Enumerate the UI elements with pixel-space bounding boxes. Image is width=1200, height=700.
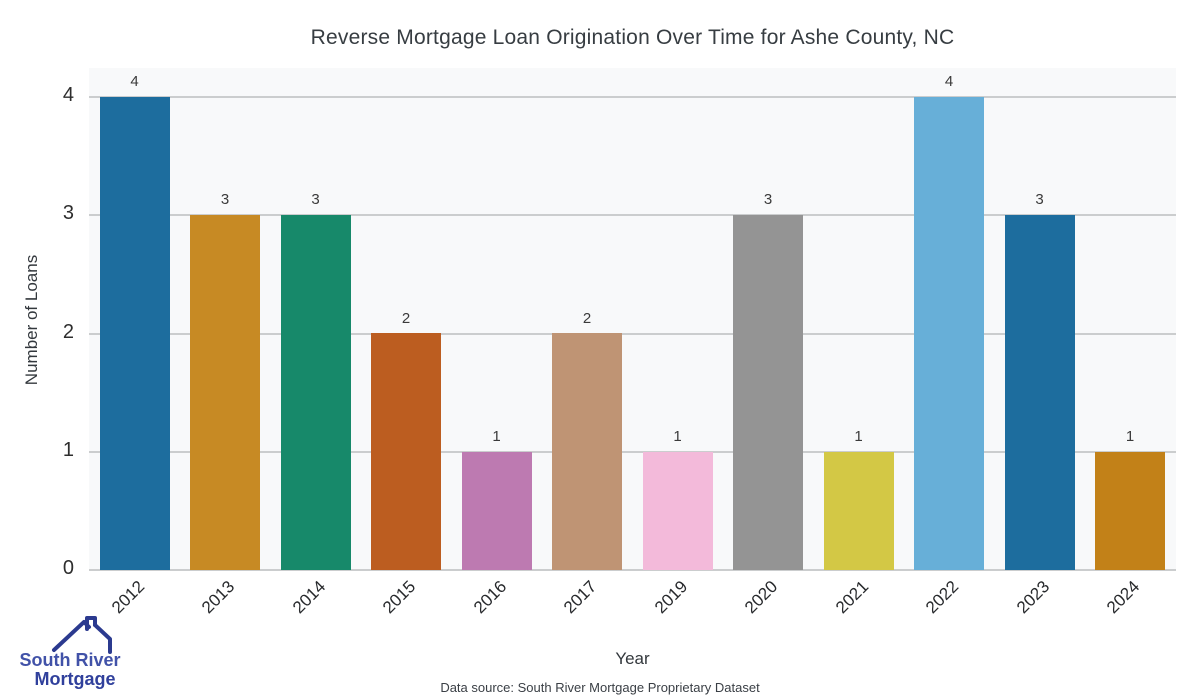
bar-2014 bbox=[280, 215, 351, 570]
bar-2021 bbox=[823, 452, 894, 570]
bar-value-label-2012: 4 bbox=[130, 73, 139, 90]
house-roof-icon: South River Mortgage bbox=[19, 616, 121, 689]
y-tick-label-2: 2 bbox=[62, 320, 74, 343]
bar-2023 bbox=[1004, 215, 1075, 570]
bar-2013 bbox=[190, 215, 260, 570]
bar-value-label-2022: 4 bbox=[944, 73, 954, 90]
data-source-note: Data source: South River Mortgage Propri… bbox=[440, 680, 760, 695]
gridline-y1 bbox=[89, 450, 1176, 453]
chart-title: Reverse Mortgage Loan Origination Over T… bbox=[310, 26, 955, 49]
y-tick-label-3: 3 bbox=[62, 202, 74, 225]
bar-2019 bbox=[642, 452, 713, 570]
plot-area: 4 3 3 2 1 2 1 3 1 4 3 1 bbox=[89, 68, 1176, 571]
gridline-y4 bbox=[89, 96, 1176, 98]
bar-value-label-2021: 1 bbox=[854, 427, 863, 445]
bar-2012 bbox=[99, 97, 170, 570]
logo-text-line1: South River bbox=[19, 650, 120, 670]
bar-value-label-2016: 1 bbox=[492, 427, 501, 445]
y-tick-label-1: 1 bbox=[62, 438, 74, 461]
bar-2016 bbox=[461, 452, 532, 570]
bar-2024 bbox=[1095, 452, 1165, 570]
y-tick-label-0: 0 bbox=[62, 557, 74, 579]
bar-value-label-2024: 1 bbox=[1125, 427, 1135, 445]
bar-value-label-2014: 3 bbox=[311, 191, 320, 209]
bar-value-label-2023: 3 bbox=[1035, 191, 1044, 209]
x-tick-label-2024: 2024 bbox=[1103, 577, 1144, 618]
gridline-y2 bbox=[89, 332, 1176, 335]
south-river-mortgage-logo: South River Mortgage bbox=[12, 614, 128, 696]
bar-2020 bbox=[733, 215, 803, 570]
y-tick-label-4: 4 bbox=[62, 84, 74, 106]
gridline-y3 bbox=[89, 214, 1176, 217]
bar-value-label-2020: 3 bbox=[763, 191, 773, 209]
logo-text-line2: Mortgage bbox=[35, 669, 116, 689]
bar-value-label-2019: 1 bbox=[673, 427, 682, 445]
bar-2022 bbox=[914, 97, 984, 570]
gridline-y0 bbox=[89, 569, 1176, 571]
bar-value-label-2013: 3 bbox=[220, 191, 230, 209]
bar-value-label-2015: 2 bbox=[401, 309, 411, 327]
x-axis-label: Year bbox=[615, 649, 650, 668]
bar-2015 bbox=[371, 333, 441, 570]
x-tick-2024: 2024 bbox=[1024, 577, 1143, 617]
bar-value-label-2017: 2 bbox=[582, 309, 592, 327]
bar-2017 bbox=[552, 333, 622, 570]
